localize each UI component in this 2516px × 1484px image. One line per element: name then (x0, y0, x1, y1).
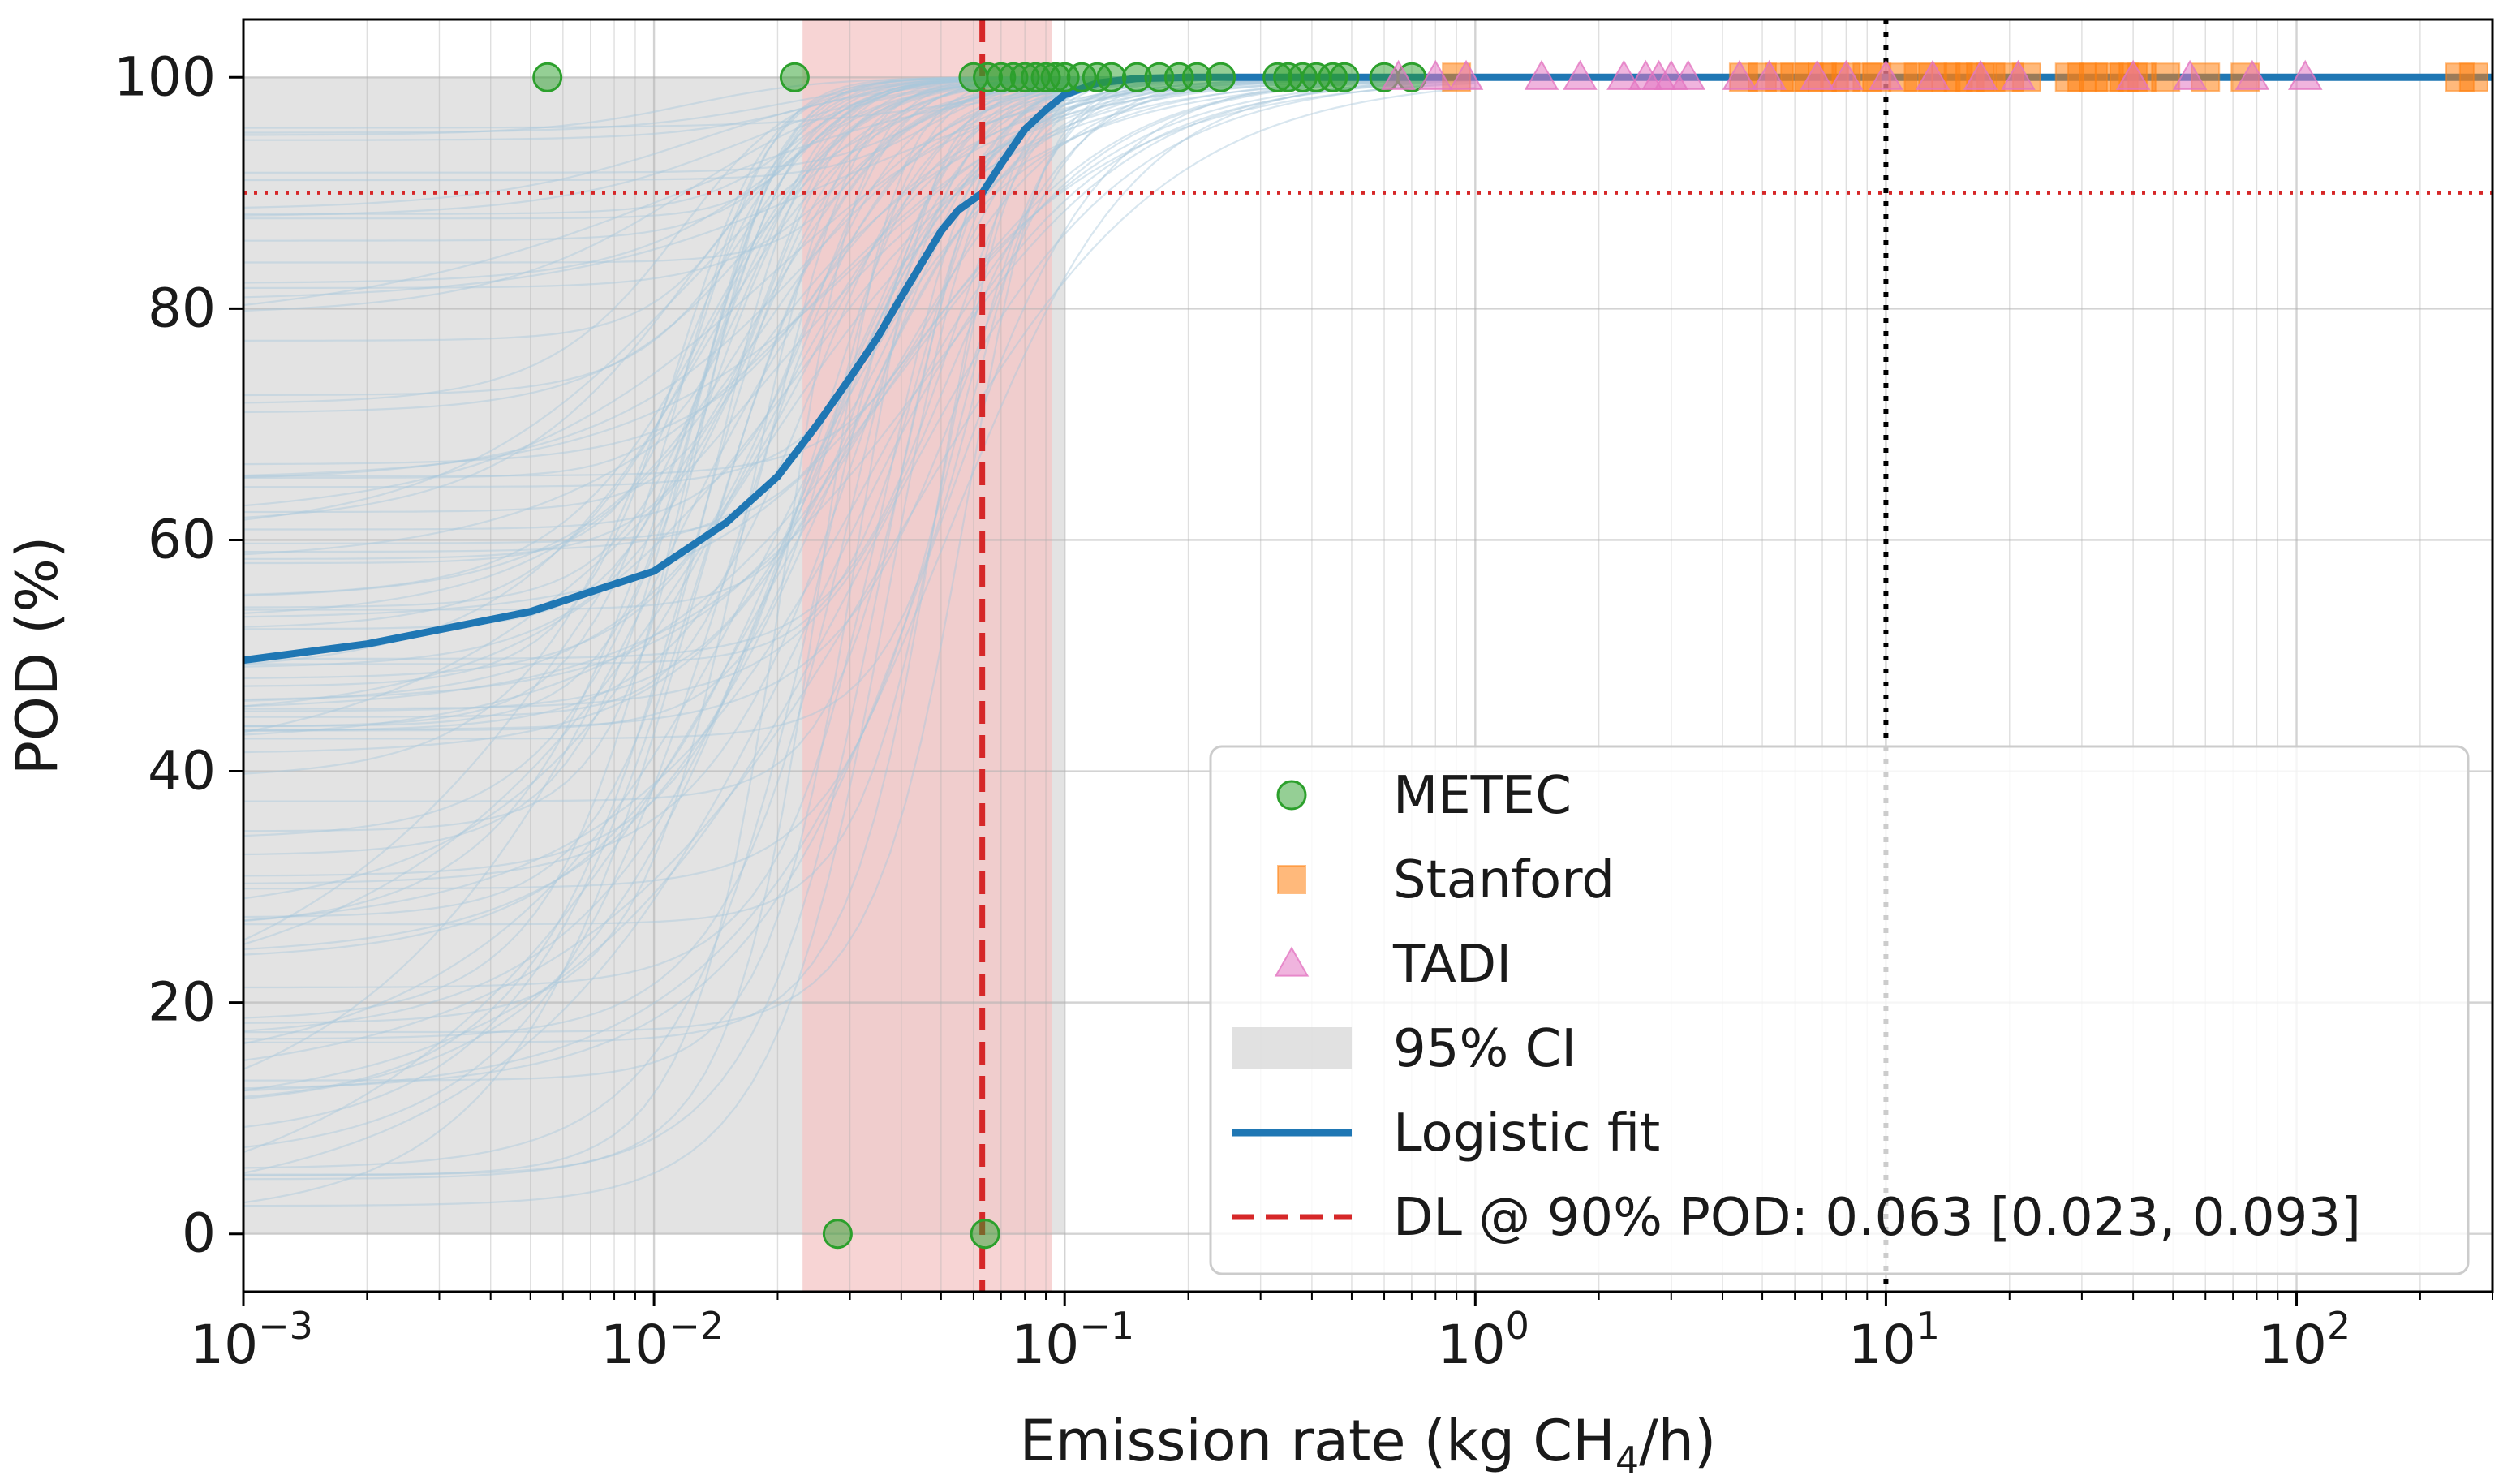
tadi-point (1524, 59, 1559, 90)
tadi-point (1963, 59, 1998, 90)
metec-point (822, 1219, 853, 1250)
y-tick-label: 40 (148, 740, 216, 802)
bootstrap-curve (243, 80, 1476, 736)
tadi-point (2001, 59, 2036, 90)
metec-point (1206, 62, 1236, 92)
x-tick-label: 102 (2259, 1304, 2350, 1376)
bootstrap-curve (243, 81, 1476, 1092)
y-tick-label: 80 (148, 277, 216, 339)
x-tick-label: 100 (1438, 1304, 1529, 1376)
tadi-point (1869, 59, 1903, 90)
tadi-point (2115, 59, 2151, 90)
stanford-point (2458, 62, 2488, 92)
tadi-point (2287, 59, 2323, 90)
legend-label: Stanford (1393, 850, 1615, 910)
bootstrap-curve (243, 80, 1476, 708)
x-tick-label: 101 (1848, 1304, 1940, 1376)
bootstrap-curve (243, 78, 1476, 618)
y-tick-label: 60 (148, 508, 216, 570)
legend-box (1209, 745, 2470, 1275)
y-axis-title: POD (%) (4, 536, 71, 776)
x-tick-label: 10−1 (1011, 1304, 1134, 1376)
y-tick-label: 100 (114, 45, 216, 108)
bootstrap-curve (243, 86, 1476, 1061)
plot-frame (242, 18, 2494, 1293)
tadi-point (1722, 59, 1757, 90)
metec-point (532, 62, 563, 92)
legend: METEC Stanford TADI 95% CI Logistic fit DL @ … (1209, 745, 2470, 1275)
bootstrap-curve (243, 79, 1476, 945)
y-tick-label: 0 (182, 1202, 216, 1265)
tadi-point (1448, 59, 1484, 90)
tadi-point (1800, 59, 1834, 90)
metec-point (1096, 62, 1127, 92)
bootstrap-curve (243, 78, 1476, 922)
tadi-point (1381, 59, 1416, 90)
tadi-point (1915, 59, 1950, 90)
bootstrap-curve (243, 79, 1476, 1092)
dl-ci-band (802, 19, 1052, 1292)
tadi-point (1563, 59, 1598, 90)
legend-swatch-95 (1232, 1027, 1352, 1069)
bootstrap-curve (243, 82, 1476, 1154)
legend-label: TADI (1392, 935, 1512, 995)
tadi-point (1752, 59, 1787, 90)
tadi-point (1417, 59, 1453, 90)
metec-point (1329, 62, 1360, 92)
legend-swatch-tadi (1274, 946, 1310, 977)
tadi-point (2172, 59, 2208, 90)
legend-label: 95% CI (1393, 1019, 1576, 1079)
tadi-point (1606, 59, 1641, 90)
y-tick-label: 20 (148, 971, 216, 1034)
legend-label: DL @ 90% POD: 0.063 [0.023, 0.093] (1393, 1188, 2361, 1248)
metec-point (779, 62, 810, 92)
tadi-point (1829, 59, 1864, 90)
legend-swatch-metec (1276, 780, 1307, 811)
tadi-point (2234, 59, 2270, 90)
legend-label: METEC (1393, 766, 1572, 826)
axes-layer: 10−3 10−2 10−1 100 101 102 0 20 40 60 80 100 Emissio… (4, 18, 2494, 1482)
points-layer (532, 59, 2488, 1250)
tadi-point (1671, 59, 1706, 90)
legend-swatch-stanford (1277, 865, 1306, 894)
bootstrap-curve (243, 80, 1476, 1174)
legend-label: Logistic fit (1393, 1103, 1660, 1164)
x-tick-label: 10−3 (190, 1304, 313, 1376)
x-tick-label: 10−2 (600, 1304, 724, 1376)
x-axis-title: Emission rate (kg CH4/h) (1020, 1408, 1717, 1482)
metec-point (970, 1219, 1000, 1250)
